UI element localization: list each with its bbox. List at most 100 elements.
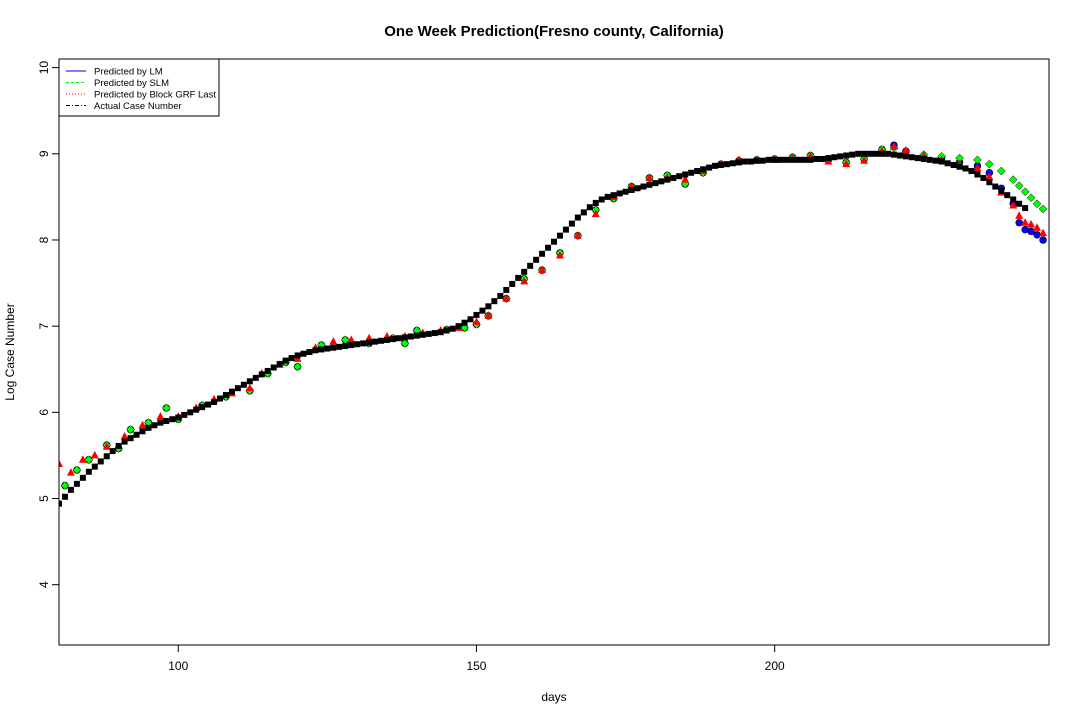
- point-actual: [968, 168, 975, 175]
- point-actual: [151, 422, 158, 429]
- point-actual: [306, 349, 313, 355]
- point-slm: [161, 403, 171, 413]
- point-actual: [1004, 192, 1011, 199]
- point-actual: [992, 183, 999, 190]
- y-tick-label: 5: [37, 495, 51, 502]
- chart-title: One Week Prediction(Fresno county, Calif…: [384, 23, 724, 40]
- point-grf: [138, 420, 147, 429]
- point-actual: [193, 406, 200, 413]
- point-actual: [234, 385, 241, 392]
- point-grf: [329, 337, 338, 345]
- point-actual: [974, 171, 981, 178]
- point-grf: [472, 317, 481, 325]
- point-actual: [360, 340, 367, 347]
- point-actual: [103, 453, 110, 460]
- point-slm: [293, 362, 302, 372]
- point-actual: [294, 352, 301, 359]
- point-actual: [712, 162, 719, 169]
- point-slm: [72, 465, 82, 475]
- point-actual: [896, 152, 903, 159]
- point-actual: [801, 156, 808, 163]
- point-actual: [682, 171, 689, 178]
- point-grf: [520, 276, 529, 285]
- point-slm: [1026, 193, 1036, 203]
- point-actual: [401, 334, 408, 341]
- point-grf: [985, 172, 994, 181]
- point-actual: [354, 341, 361, 348]
- point-actual: [837, 153, 844, 160]
- point-actual: [222, 392, 229, 399]
- point-actual: [342, 342, 349, 349]
- point-actual: [879, 150, 886, 157]
- point-actual: [121, 438, 128, 445]
- point-actual: [765, 156, 772, 163]
- point-actual: [264, 367, 271, 374]
- point-actual: [640, 183, 647, 190]
- point-actual: [384, 336, 391, 343]
- point-actual: [950, 161, 957, 168]
- point-actual: [336, 343, 343, 350]
- point-grf: [347, 335, 356, 343]
- point-actual: [700, 166, 707, 173]
- point-actual: [187, 409, 194, 416]
- point-actual: [902, 153, 909, 160]
- point-actual: [658, 178, 665, 185]
- point-actual: [473, 311, 480, 318]
- point-actual: [676, 173, 683, 180]
- point-actual: [491, 298, 498, 305]
- point-actual: [228, 388, 235, 395]
- point-actual: [741, 158, 748, 165]
- x-tick-label: 100: [168, 659, 188, 673]
- point-lm: [1015, 219, 1023, 227]
- point-grf: [573, 231, 582, 239]
- point-actual: [67, 486, 74, 493]
- y-tick-label: 6: [37, 409, 51, 416]
- point-actual: [300, 350, 307, 357]
- point-actual: [849, 151, 856, 158]
- point-slm: [985, 159, 994, 169]
- point-actual: [288, 355, 295, 362]
- y-tick-label: 8: [37, 236, 51, 243]
- point-slm: [60, 481, 70, 490]
- point-actual: [592, 199, 599, 206]
- point-actual: [664, 176, 671, 183]
- series-lm: [61, 141, 1047, 490]
- y-axis: 4 5 6 7 8 9 10: [37, 61, 59, 588]
- point-actual: [527, 262, 534, 269]
- point-actual: [723, 161, 730, 168]
- point-actual: [634, 185, 641, 192]
- point-actual: [395, 335, 402, 342]
- plot-frame: [58, 58, 1050, 646]
- point-slm: [1008, 175, 1018, 185]
- point-actual: [133, 431, 140, 438]
- point-grf: [245, 383, 254, 392]
- point-actual: [282, 357, 289, 364]
- point-slm: [1038, 204, 1048, 214]
- point-actual: [205, 401, 212, 408]
- y-tick-label: 10: [37, 61, 51, 75]
- point-actual: [348, 342, 355, 349]
- x-tick-label: 200: [765, 659, 785, 673]
- point-slm: [1014, 181, 1024, 191]
- point-actual: [795, 156, 802, 163]
- point-actual: [914, 155, 921, 162]
- point-actual: [109, 448, 116, 455]
- point-grf: [860, 156, 869, 164]
- point-grf: [1027, 219, 1036, 228]
- point-grf: [59, 459, 63, 468]
- point-actual: [270, 364, 277, 371]
- point-actual: [753, 157, 760, 164]
- point-actual: [998, 187, 1005, 194]
- point-actual: [330, 344, 337, 351]
- point-actual: [127, 435, 134, 442]
- point-actual: [1022, 205, 1029, 212]
- point-actual: [831, 154, 838, 161]
- point-actual: [622, 188, 629, 195]
- point-actual: [258, 371, 265, 378]
- point-grf: [1015, 211, 1024, 219]
- point-actual: [497, 292, 504, 299]
- point-actual: [240, 381, 247, 388]
- point-actual: [455, 323, 462, 330]
- point-grf: [502, 294, 511, 302]
